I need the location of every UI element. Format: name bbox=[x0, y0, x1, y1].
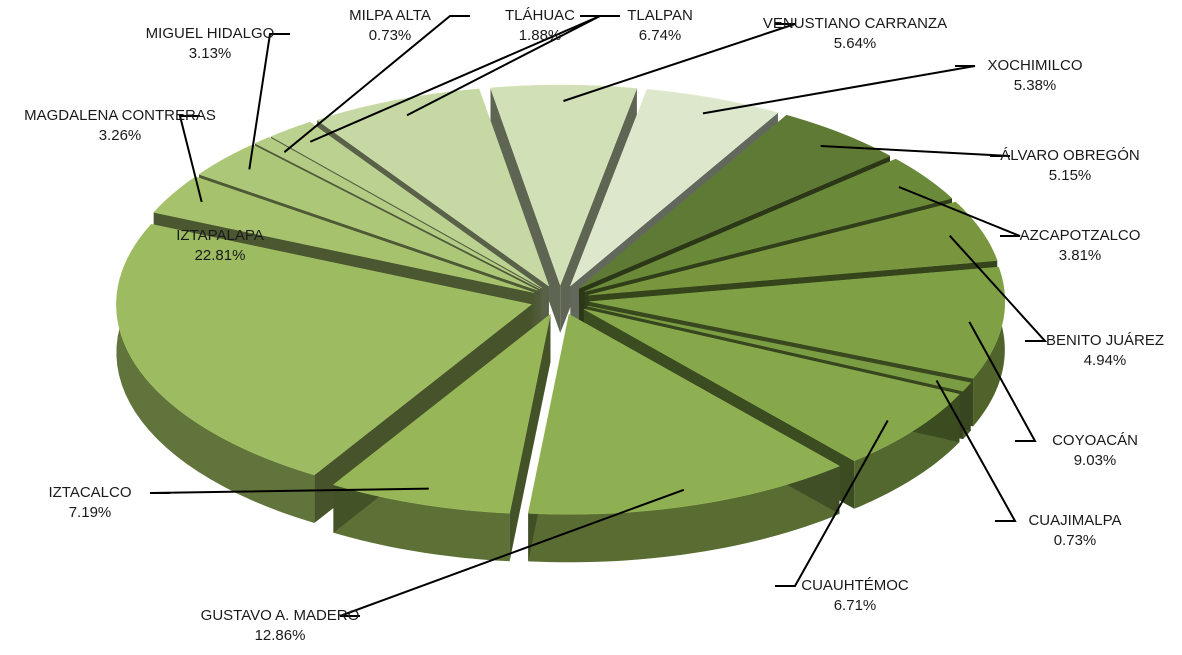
slice-label: IZTACALCO 7.19% bbox=[48, 484, 131, 521]
slice-label: CUAUHTÉMOC 6.71% bbox=[801, 577, 909, 614]
leader-line-10 bbox=[248, 33, 290, 170]
slice-label: COYOACÁN 9.03% bbox=[1052, 432, 1138, 469]
slice-milpa-alta bbox=[254, 136, 541, 290]
slice-gustavo-a-madero bbox=[527, 313, 840, 515]
slice-wall-7-0 bbox=[509, 314, 551, 562]
slice-magdalena-contreras bbox=[153, 176, 534, 293]
slice-label: TLALPAN 6.74% bbox=[627, 7, 693, 44]
slice-label: AZCAPOTZALCO 3.81% bbox=[1020, 227, 1141, 264]
slice-tops bbox=[116, 84, 1006, 515]
leader-line-5 bbox=[775, 420, 889, 587]
leader-line-1 bbox=[898, 186, 1021, 237]
slice-label: XOCHIMILCO 5.38% bbox=[987, 57, 1082, 94]
slice-azcapotzalco bbox=[584, 158, 953, 292]
slice-label: IZTAPALAPA 22.81% bbox=[176, 227, 264, 264]
leader-line-3 bbox=[968, 321, 1037, 442]
leader-line-15 bbox=[702, 65, 976, 115]
slice-label: ÁLVARO OBREGÓN 5.15% bbox=[1000, 147, 1139, 184]
leader-line-11 bbox=[283, 15, 470, 153]
leader-line-7 bbox=[149, 487, 429, 494]
slice-labels: ÁLVARO OBREGÓN 5.15% AZCAPOTZALCO 3.81% BENI… bbox=[24, 7, 1164, 644]
leader-line-13 bbox=[406, 15, 601, 117]
slice-label: MILPA ALTA 0.73% bbox=[349, 7, 431, 44]
slice-label: MIGUEL HIDALGO 3.13% bbox=[146, 25, 275, 62]
slice-venustiano-carranza bbox=[490, 84, 638, 286]
leader-line-0 bbox=[820, 144, 1011, 157]
leader-lines bbox=[149, 15, 1048, 617]
slice-cuajimalpa bbox=[587, 305, 972, 392]
leader-line-14 bbox=[563, 23, 796, 102]
leader-line-2 bbox=[948, 235, 1048, 342]
slice-rim-3 bbox=[973, 267, 1005, 427]
slice-label: TLÁHUAC 1.88% bbox=[505, 7, 575, 44]
slice-label: BENITO JUÁREZ 4.94% bbox=[1046, 332, 1164, 369]
slice-iztapalapa bbox=[116, 223, 532, 476]
slice-rim-7 bbox=[333, 484, 510, 562]
slice-tl-huac bbox=[270, 121, 542, 289]
slice-benito-ju-rez bbox=[588, 201, 998, 296]
leader-line-4 bbox=[935, 380, 1017, 522]
leader-line-6 bbox=[339, 488, 685, 617]
slice-rim-6 bbox=[528, 466, 840, 563]
slice-xochimilco bbox=[570, 89, 779, 287]
slice-cuauht-moc bbox=[583, 308, 960, 462]
slice-label: VENUSTIANO CARRANZA 5.64% bbox=[763, 15, 947, 52]
slice-label: MAGDALENA CONTRERAS 3.26% bbox=[24, 107, 216, 144]
leader-line-9 bbox=[178, 115, 203, 203]
slice-iztacalco bbox=[332, 313, 551, 514]
slice-label: CUAJIMALPA 0.73% bbox=[1028, 512, 1121, 549]
slice-label: GUSTAVO A. MADERO 12.86% bbox=[201, 607, 360, 644]
slice-miguel-hidalgo bbox=[198, 144, 538, 291]
slice-coyoac-n bbox=[589, 266, 1006, 379]
